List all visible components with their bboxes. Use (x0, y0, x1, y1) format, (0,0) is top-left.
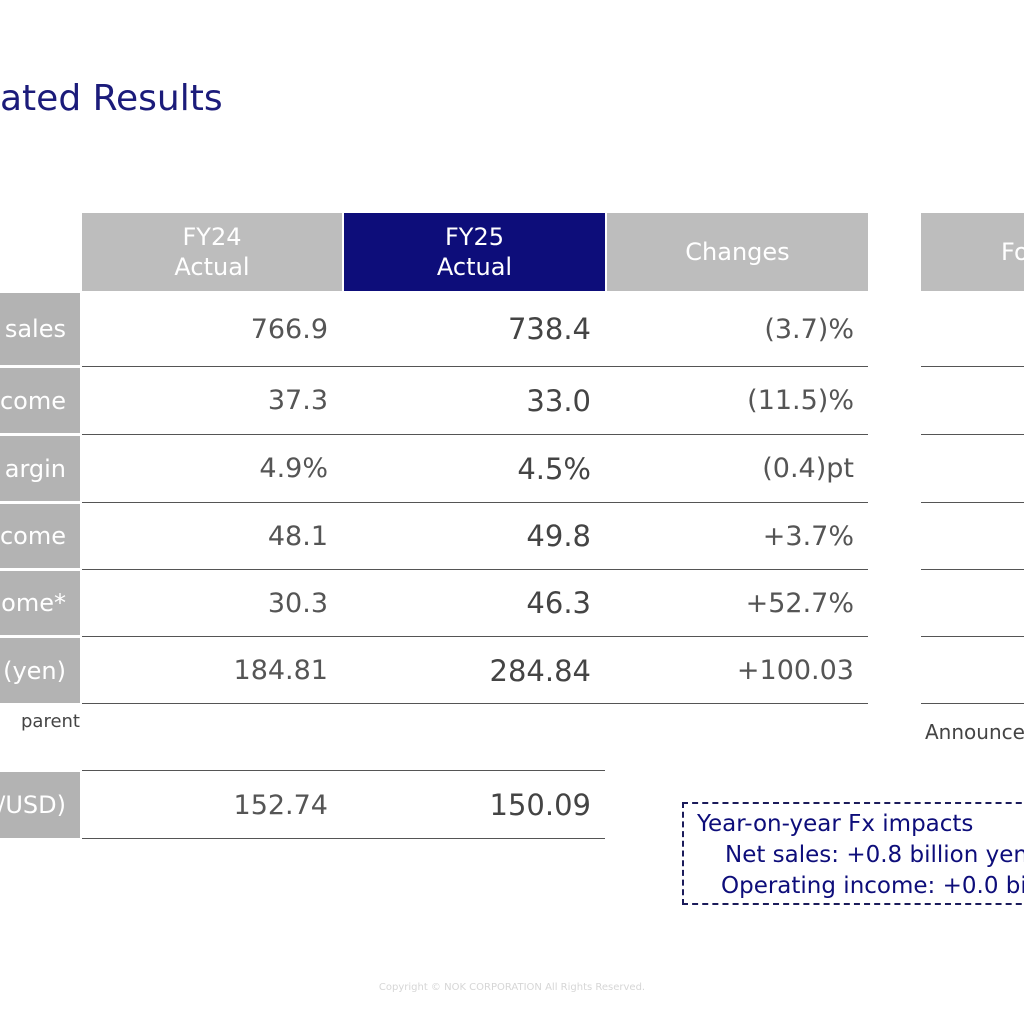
header-fy25: FY25 Actual (344, 213, 605, 291)
fx-impacts-net-sales: Net sales: +0.8 billion yen (725, 842, 1024, 868)
cell-fy25-3: 4.5% (517, 451, 591, 486)
announce-note: Announce (925, 720, 1024, 744)
cell-fy24-2: 37.3 (267, 385, 328, 416)
header-fy24: FY24 Actual (82, 213, 342, 291)
cell-fy24-6: 184.81 (233, 655, 328, 686)
row-divider (921, 636, 1024, 637)
header-fy24-line2: Actual (174, 253, 250, 281)
header-fy24-line1: FY24 (182, 223, 242, 251)
row-label-1: sales (0, 293, 80, 365)
header-forecast: Fo (921, 213, 1024, 291)
row-divider (921, 569, 1024, 570)
row-divider (921, 703, 1024, 704)
fx-impacts-operating-income: Operating income: +0.0 billion yen (721, 873, 1024, 899)
page-title: ated Results (0, 78, 223, 119)
footnote: parent (20, 711, 80, 732)
header-fy25-line1: FY25 (444, 223, 504, 251)
cell-fy24-4: 48.1 (267, 520, 328, 552)
cell-fy24-3: 4.9% (259, 453, 328, 484)
copyright: Copyright © NOK CORPORATION All Rights R… (378, 982, 646, 993)
cell-change-6: +100.03 (736, 655, 854, 686)
row-divider (921, 434, 1024, 435)
row-divider (82, 569, 868, 570)
header-changes: Changes (607, 213, 868, 291)
cell-change-1: (3.7)% (764, 313, 854, 345)
cell-fy24-5: 30.3 (267, 587, 328, 619)
row-label-5: ome* (0, 571, 80, 635)
row-divider (921, 366, 1024, 367)
cell-fy25-2: 33.0 (526, 383, 591, 418)
cell-fy25-4: 49.8 (526, 519, 591, 553)
row-divider (921, 502, 1024, 503)
cell-change-2: (11.5)% (747, 385, 854, 416)
cell-fy25-fx: 150.09 (489, 788, 591, 822)
row-divider (82, 838, 605, 839)
fx-impacts-title: Year-on-year Fx impacts (697, 811, 974, 837)
cell-change-4: +3.7% (762, 520, 854, 552)
row-divider (82, 636, 868, 637)
header-fy25-line2: Actual (436, 253, 513, 281)
cell-fy24-fx: 152.74 (233, 789, 328, 821)
cell-change-3: (0.4)pt (762, 453, 854, 484)
row-divider (82, 703, 868, 704)
fx-impacts-box: Year-on-year Fx impacts Net sales: +0.8 … (682, 802, 1024, 905)
row-divider (82, 366, 868, 367)
row-label-3: argin (0, 436, 80, 501)
row-label-2: come (0, 368, 80, 433)
cell-fy25-6: 284.84 (489, 653, 591, 688)
cell-change-5: +52.7% (745, 587, 854, 619)
row-divider (82, 502, 868, 503)
row-label-4: come (0, 504, 80, 568)
cell-fy25-5: 46.3 (526, 586, 591, 620)
cell-fy24-1: 766.9 (250, 313, 328, 345)
row-divider (82, 434, 868, 435)
row-label-6: (yen) (0, 638, 80, 703)
cell-fy25-1: 738.4 (507, 312, 591, 346)
row-divider (82, 770, 605, 771)
row-label-fx: /USD) (0, 772, 80, 838)
